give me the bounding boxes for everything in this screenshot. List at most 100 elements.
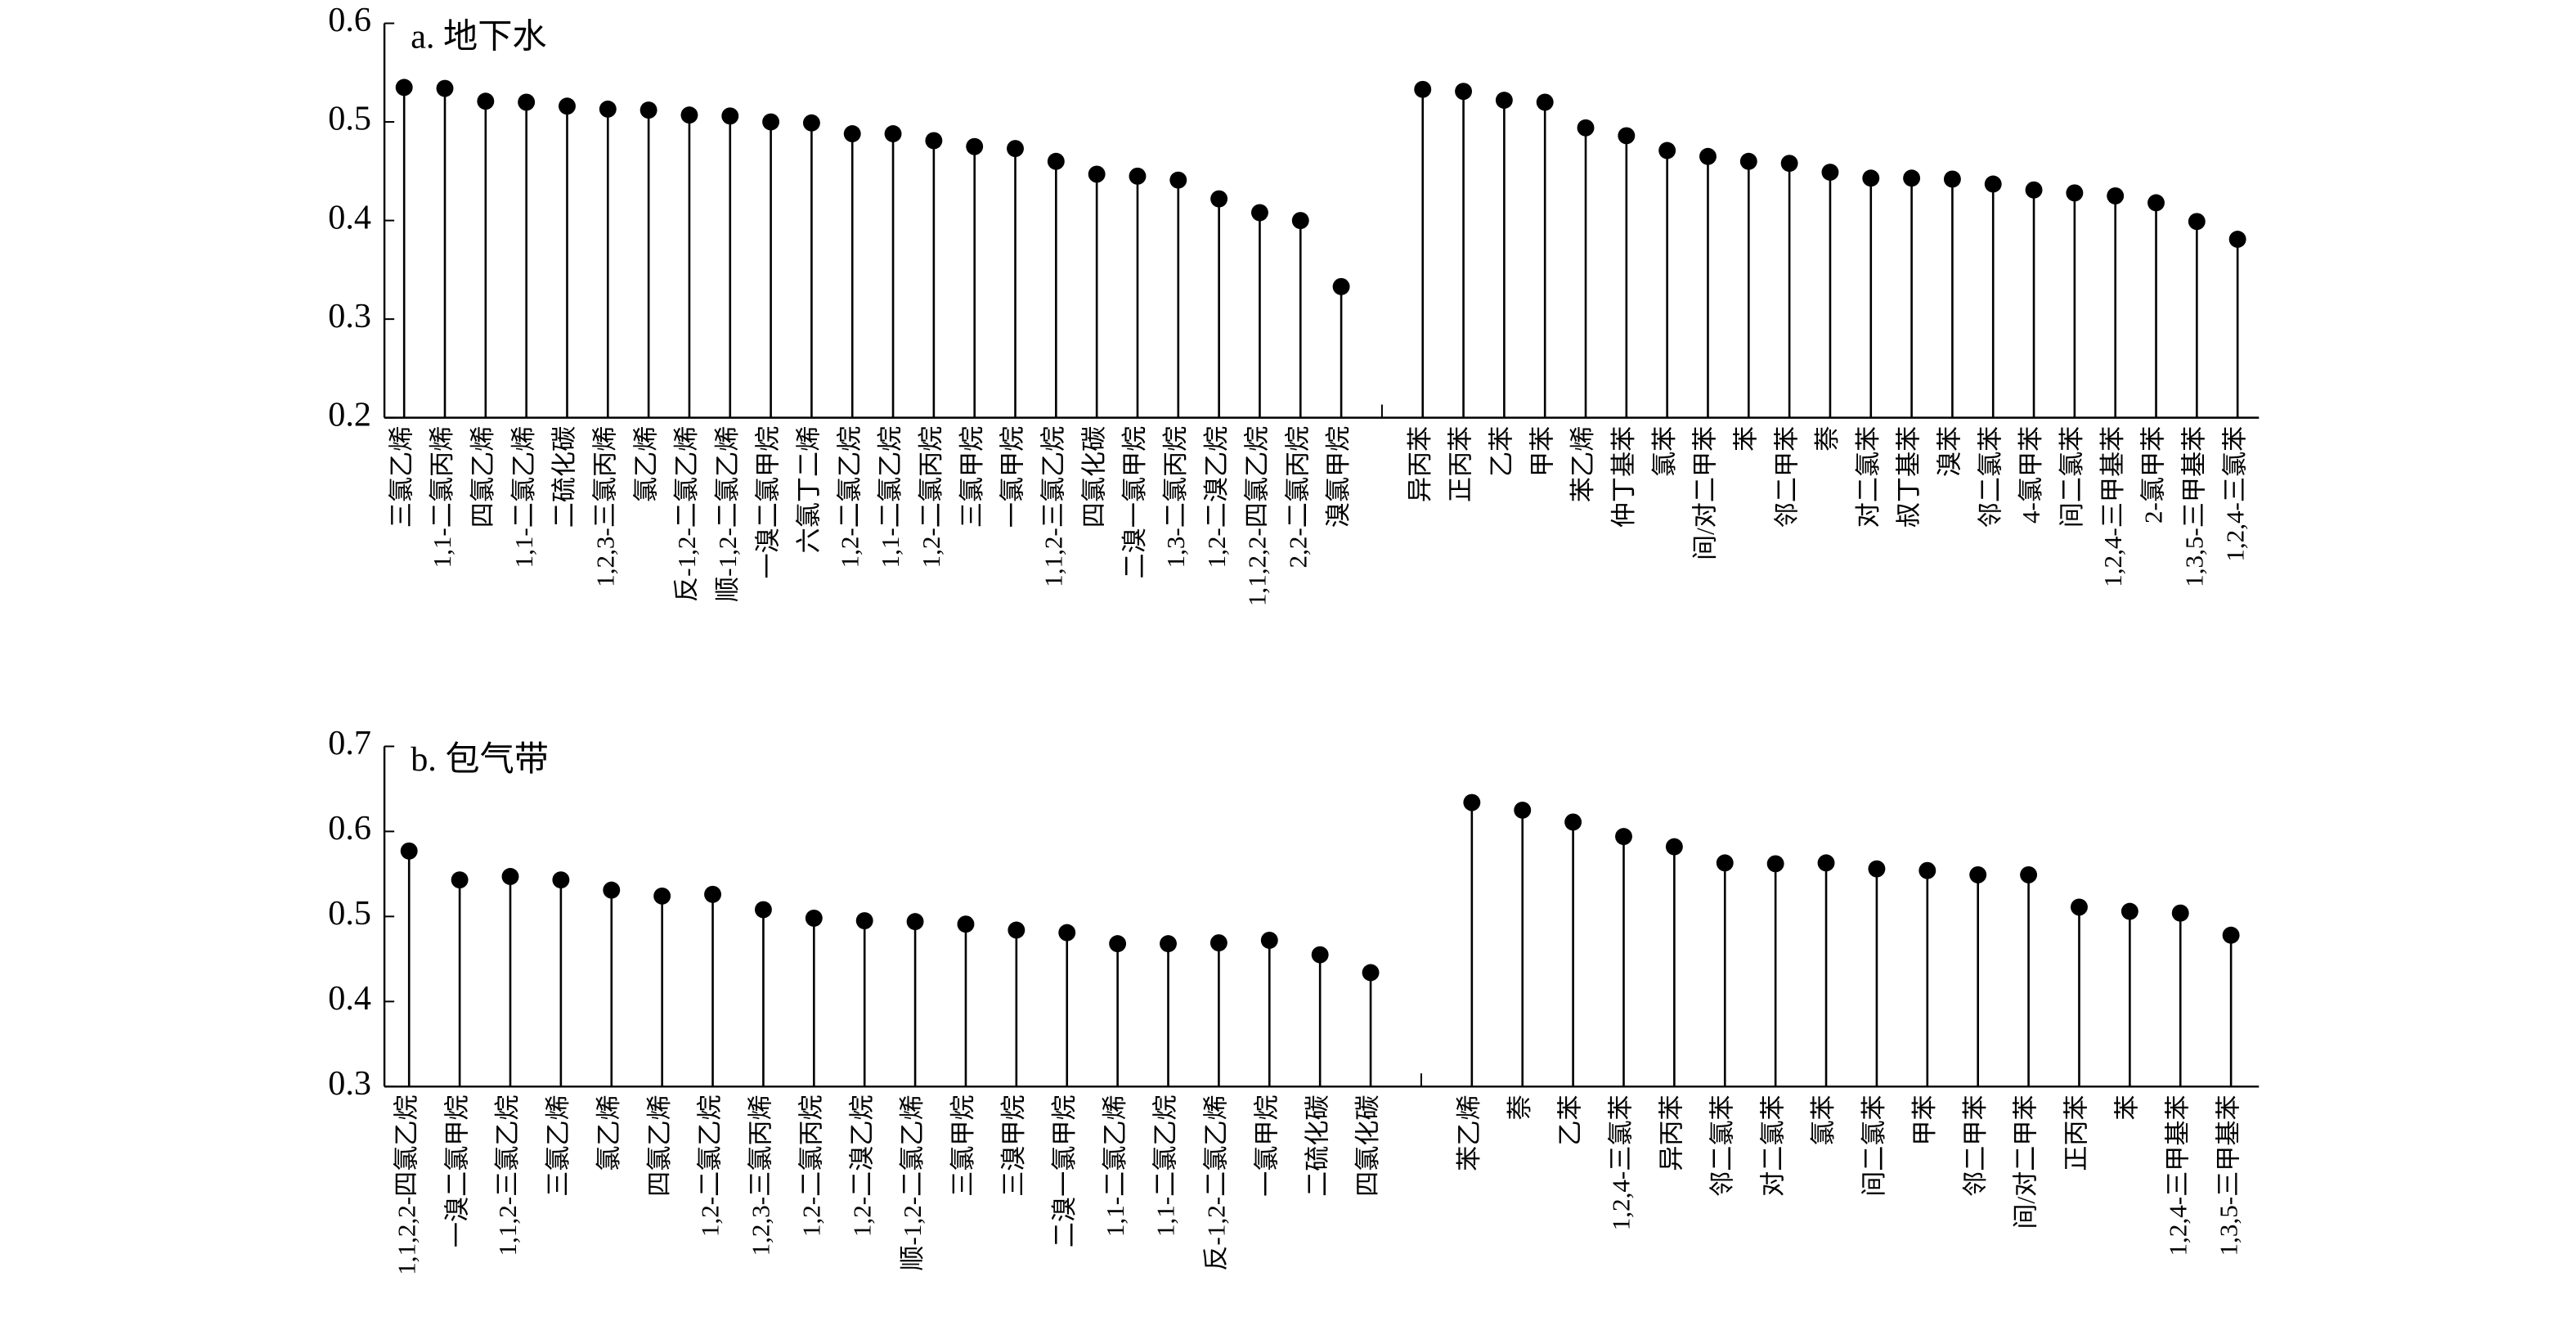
marker	[2188, 213, 2206, 231]
x-tick-label: 1,2,4-三氯苯	[2220, 426, 2249, 562]
marker	[1919, 861, 1936, 879]
x-tick-label: 1,1-二氯乙烷	[1151, 1095, 1180, 1237]
x-tick-label: 1,2,4-三甲基苯	[2163, 1095, 2192, 1256]
x-tick-label: 2,2-二氯丙烷	[1283, 426, 1312, 569]
marker	[1109, 935, 1127, 953]
x-tick-label: 一氯甲烷	[999, 426, 1027, 528]
marker	[957, 915, 975, 933]
marker	[1169, 171, 1187, 189]
marker	[1008, 921, 1025, 939]
x-tick-label: 二溴一氯甲烷	[1050, 1095, 1079, 1247]
x-tick-label: 氯乙烯	[595, 1095, 623, 1171]
x-tick-label: 1,3-二氯丙烷	[1161, 426, 1190, 569]
marker	[1463, 793, 1481, 811]
x-tick-label: 2-氯甲苯	[2139, 426, 2168, 524]
x-tick-label: 溴氯甲烷	[1324, 426, 1353, 528]
marker	[966, 137, 984, 155]
panel-title: a. 地下水	[411, 17, 546, 56]
marker	[2107, 187, 2125, 205]
x-tick-label: 三氯甲烷	[958, 426, 986, 528]
marker	[1311, 946, 1329, 964]
marker	[1969, 865, 1987, 883]
marker	[2228, 231, 2246, 248]
marker	[436, 79, 454, 97]
x-tick-label: 氯苯	[1809, 1095, 1838, 1145]
x-tick-label: 氯苯	[1650, 426, 1679, 477]
marker	[1615, 828, 1632, 846]
x-tick-label: 叔丁基苯	[1895, 426, 1923, 528]
marker	[925, 132, 943, 150]
marker	[1047, 152, 1065, 170]
marker	[599, 100, 617, 118]
x-tick-label: 1,2-二溴乙烷	[1202, 426, 1231, 569]
x-tick-label: 苯	[1731, 426, 1760, 452]
x-tick-label: 六氯丁二烯	[795, 426, 824, 554]
marker	[754, 901, 772, 919]
x-tick-label: 1,1-二氯乙烯	[1101, 1095, 1129, 1237]
x-tick-label: 邻二氯苯	[1708, 1095, 1736, 1197]
x-tick-label: 乙苯	[1556, 1095, 1585, 1145]
x-tick-label: 1,2,3-三氯丙烯	[590, 426, 619, 587]
marker	[1943, 170, 1961, 188]
marker	[1260, 932, 1278, 949]
marker	[721, 107, 739, 125]
marker	[1665, 838, 1683, 856]
marker	[1291, 212, 1309, 230]
marker	[653, 887, 671, 905]
x-tick-label: 一溴二氯甲烷	[754, 426, 783, 579]
x-tick-label: 1,2-二氯丙烷	[797, 1095, 825, 1237]
x-tick-label: 对二氯苯	[1854, 426, 1883, 528]
marker	[518, 93, 536, 111]
marker	[1817, 854, 1835, 872]
x-tick-label: 二硫化碳	[550, 426, 579, 528]
marker	[762, 113, 780, 131]
marker	[451, 871, 469, 889]
marker	[1514, 801, 1532, 819]
marker	[1058, 924, 1076, 942]
marker	[1862, 169, 1880, 187]
y-tick-label: 0.2	[328, 395, 371, 434]
x-tick-label: 萘	[1813, 426, 1842, 452]
x-tick-label: 二溴一氯甲烷	[1120, 426, 1149, 579]
marker	[855, 912, 873, 929]
marker	[1414, 80, 1432, 98]
x-tick-label: 四氯化碳	[1353, 1095, 1382, 1197]
x-tick-label: 间/对二甲苯	[2012, 1095, 2040, 1229]
marker	[400, 842, 418, 860]
marker	[1618, 127, 1636, 145]
x-tick-label: 四氯乙烯	[645, 1095, 674, 1197]
x-tick-label: 1,2,3-三氯丙烯	[747, 1095, 775, 1256]
x-tick-label: 间二氯苯	[1860, 1095, 1888, 1197]
x-tick-label: 顺-1,2-二氯乙烯	[713, 426, 742, 602]
marker	[1088, 165, 1106, 183]
marker	[1251, 204, 1268, 222]
marker	[1160, 935, 1177, 953]
marker	[802, 114, 820, 132]
marker	[559, 97, 576, 115]
x-tick-label: 溴苯	[1936, 426, 1964, 477]
x-tick-label: 正丙苯	[1447, 426, 1475, 502]
x-tick-label: 四氯化碳	[1079, 426, 1108, 528]
y-tick-label: 0.3	[328, 297, 371, 335]
panel: b. 包气带 0.3 0.4 0.5 0.6 0.7 1,1,2,2-四氯乙烷 一溴二氯甲烷 1…	[328, 724, 2260, 1275]
x-tick-label: 反-1,2-二氯乙烯	[672, 426, 701, 602]
x-tick-label: 1,2-二氯丙烷	[917, 426, 945, 569]
x-tick-label: 仲丁基苯	[1609, 426, 1638, 528]
panel-title: b. 包气带	[411, 740, 549, 779]
x-tick-label: 1,2,4-三氯苯	[1607, 1095, 1636, 1230]
x-tick-label: 1,1-二氯乙烷	[876, 426, 904, 569]
marker	[2025, 181, 2043, 199]
x-tick-label: 甲苯	[1910, 1095, 1939, 1145]
marker	[1332, 277, 1350, 295]
marker	[1495, 92, 1513, 109]
marker	[1129, 167, 1147, 185]
x-tick-label: 乙苯	[1488, 426, 1516, 477]
x-tick-label: 苯乙烯	[1455, 1095, 1483, 1171]
x-tick-label: 1,1,2-三氯乙烷	[1039, 426, 1067, 587]
marker	[1821, 164, 1839, 181]
marker	[843, 125, 861, 142]
y-tick-label: 0.4	[328, 979, 371, 1018]
x-tick-label: 邻二甲苯	[1961, 1095, 1990, 1197]
x-tick-label: 苯乙烯	[1568, 426, 1597, 502]
